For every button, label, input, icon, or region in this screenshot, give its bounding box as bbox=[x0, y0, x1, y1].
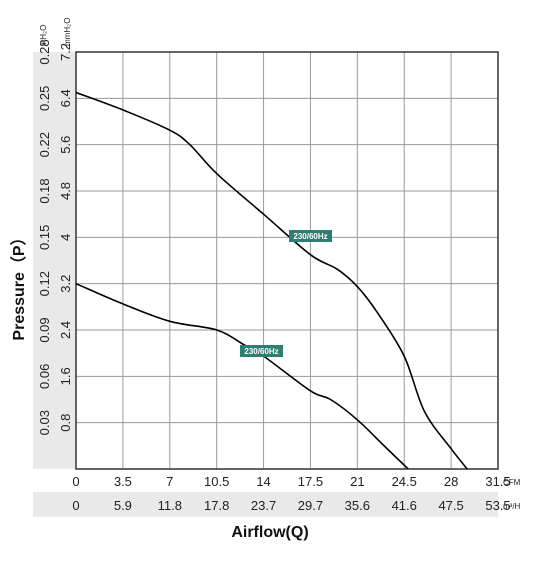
x-tick-label-m3h: 29.7 bbox=[298, 498, 323, 513]
y-tick-label-inh2o: 0.12 bbox=[37, 271, 52, 296]
x-tick-label-cfm: 3.5 bbox=[114, 474, 132, 489]
series-label-high-text: 230/60Hz bbox=[293, 232, 327, 241]
x-axis-band-cfm bbox=[76, 469, 498, 492]
y-tick-label-inh2o: 0.15 bbox=[37, 225, 52, 250]
x-tick-labels-m3h: 0 5.9 11.8 17.8 23.7 29.7 35.6 41.6 47.5 53.5 bbox=[72, 498, 510, 513]
x-unit-m3h: m³/H bbox=[503, 502, 521, 511]
y-axis-band bbox=[33, 52, 76, 469]
x-tick-label-m3h: 41.6 bbox=[392, 498, 417, 513]
x-axis-band-m3h bbox=[33, 492, 498, 517]
x-tick-label-cfm: 28 bbox=[444, 474, 458, 489]
plot-frame bbox=[75, 51, 499, 470]
y-unit-mmh2o: mmH₂O bbox=[63, 18, 72, 46]
y-unit-inh2o: inH₂O bbox=[39, 25, 48, 46]
y-tick-label-inh2o: 0.22 bbox=[37, 132, 52, 157]
y-tick-labels-inh2o: 0.03 0.06 0.09 0.12 0.15 0.18 0.22 0.25 0.28 bbox=[37, 39, 52, 435]
x-unit-cfm: CFM bbox=[503, 478, 521, 487]
y-tick-label-inh2o: 0.03 bbox=[37, 410, 52, 435]
y-tick-label-mmh2o: 1.6 bbox=[58, 367, 73, 385]
series-label-low: 230/60Hz bbox=[240, 345, 283, 357]
y-tick-label-mmh2o: 7.2 bbox=[58, 43, 73, 61]
x-tick-label-m3h: 0 bbox=[72, 498, 79, 513]
y-tick-label-inh2o: 0.09 bbox=[37, 317, 52, 342]
x-tick-label-m3h: 53.5 bbox=[485, 498, 510, 513]
x-tick-label-m3h: 11.8 bbox=[158, 498, 182, 513]
y-axis-title: Pressure（P） bbox=[10, 229, 28, 340]
x-tick-label-m3h: 17.8 bbox=[204, 498, 229, 513]
y-tick-label-mmh2o: 6.4 bbox=[58, 89, 73, 107]
x-tick-label-cfm: 24.5 bbox=[392, 474, 417, 489]
series-line-high bbox=[75, 91, 468, 470]
y-tick-label-inh2o: 0.28 bbox=[37, 39, 52, 64]
y-tick-label-inh2o: 0.18 bbox=[37, 178, 52, 203]
x-tick-label-m3h: 35.6 bbox=[345, 498, 370, 513]
series-lines bbox=[75, 91, 468, 470]
y-tick-label-mmh2o: 4 bbox=[58, 234, 73, 241]
grid-lines bbox=[76, 52, 498, 469]
x-tick-label-cfm: 10.5 bbox=[204, 474, 229, 489]
series-label-high: 230/60Hz bbox=[289, 230, 332, 242]
x-tick-label-cfm: 14 bbox=[256, 474, 270, 489]
series-label-low-text: 230/60Hz bbox=[244, 347, 278, 356]
x-tick-label-m3h: 5.9 bbox=[114, 498, 132, 513]
x-tick-label-cfm: 21 bbox=[350, 474, 364, 489]
y-tick-label-inh2o: 0.06 bbox=[37, 364, 52, 389]
y-tick-label-mmh2o: 2.4 bbox=[58, 321, 73, 339]
y-tick-label-mmh2o: 4.8 bbox=[58, 182, 73, 200]
y-tick-label-mmh2o: 3.2 bbox=[58, 275, 73, 293]
x-tick-labels-cfm: 0 3.5 7 10.5 14 17.5 21 24.5 28 31.5 bbox=[72, 474, 510, 489]
y-tick-labels-mmh2o: 0.8 1.6 2.4 3.2 4 4.8 5.6 6.4 7.2 bbox=[58, 43, 73, 432]
x-tick-label-m3h: 47.5 bbox=[438, 498, 463, 513]
x-axis-title: Airflow(Q) bbox=[231, 524, 308, 541]
y-tick-label-mmh2o: 5.6 bbox=[58, 136, 73, 154]
y-tick-label-mmh2o: 0.8 bbox=[58, 414, 73, 432]
x-tick-label-cfm: 31.5 bbox=[485, 474, 510, 489]
x-tick-label-cfm: 7 bbox=[166, 474, 173, 489]
x-tick-label-cfm: 0 bbox=[72, 474, 79, 489]
x-tick-label-m3h: 23.7 bbox=[251, 498, 276, 513]
x-tick-label-cfm: 17.5 bbox=[298, 474, 323, 489]
y-tick-label-inh2o: 0.25 bbox=[37, 86, 52, 111]
